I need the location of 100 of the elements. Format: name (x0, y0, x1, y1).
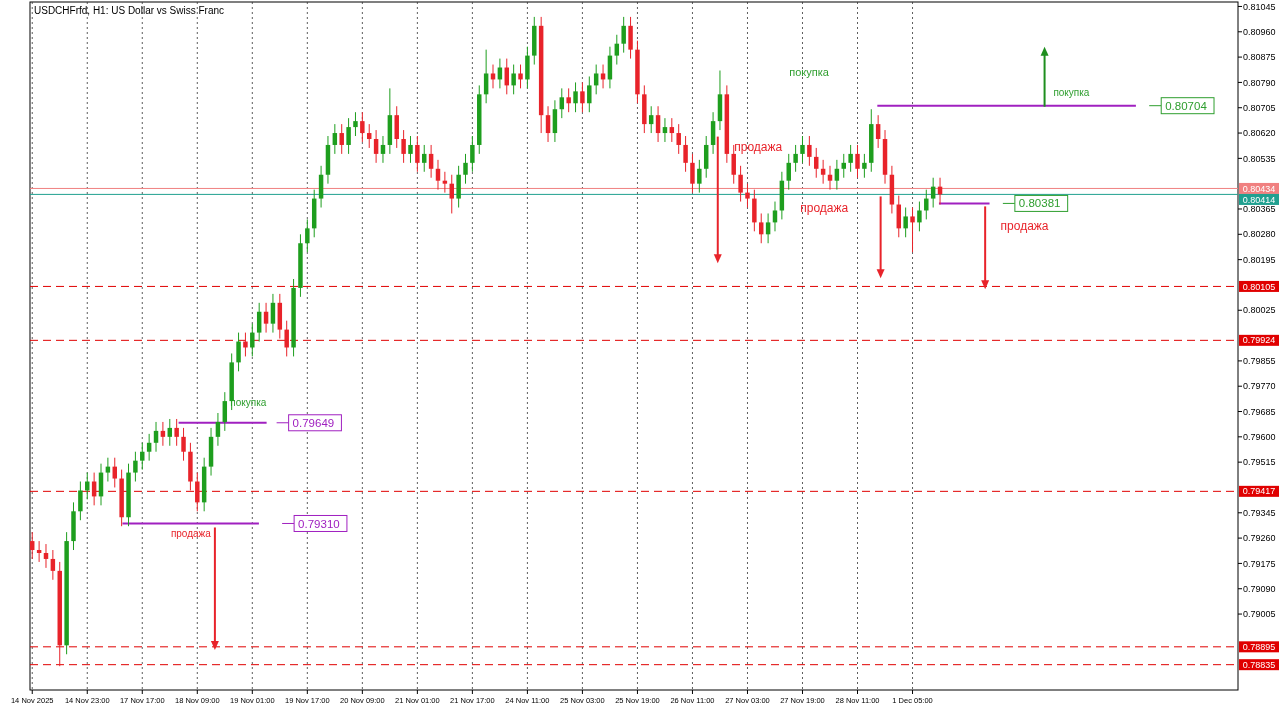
candlestick (250, 323, 255, 357)
annotation: продажа (734, 139, 783, 154)
candlestick (738, 165, 743, 203)
candlestick (759, 212, 764, 244)
chart-title: USDCHFrfd, H1: US Dollar vs Swiss Franc (34, 5, 225, 16)
candlestick (690, 153, 695, 194)
candlestick (848, 144, 853, 173)
y-tick-label: 0.79345 (1243, 507, 1276, 518)
candlestick (924, 189, 929, 220)
candlestick (552, 99, 558, 143)
candlestick (153, 421, 159, 453)
candlestick (614, 34, 620, 66)
candlestick (442, 171, 448, 194)
ref-line-label: 0.78835 (1242, 659, 1276, 670)
candlestick (800, 135, 805, 164)
candlestick (236, 332, 241, 372)
candlestick (628, 16, 633, 60)
candlestick (195, 472, 200, 512)
candlestick (862, 153, 867, 179)
candlestick (284, 320, 289, 357)
candlestick (593, 64, 599, 95)
candlestick (449, 174, 454, 214)
candlestick (36, 540, 42, 563)
y-tick-label: 0.79685 (1243, 406, 1276, 417)
candlestick (752, 189, 757, 232)
candlestick (697, 159, 702, 194)
candlestick (415, 135, 420, 173)
candlestick (772, 201, 778, 232)
candlestick (380, 135, 386, 164)
y-tick-label: 0.80025 (1243, 305, 1276, 316)
candlestick (373, 129, 379, 164)
candlestick (435, 159, 441, 191)
candlestick (655, 105, 661, 143)
y-tick-label: 0.80365 (1243, 204, 1276, 215)
candlestick (518, 64, 523, 89)
candlestick (401, 129, 406, 164)
candlestick (305, 218, 310, 253)
y-tick-label: 0.79515 (1243, 457, 1276, 468)
candlestick (855, 144, 860, 179)
candlestick (353, 111, 358, 137)
ref-line-label: 0.78895 (1242, 641, 1276, 652)
annotation: 0.80704 (1165, 99, 1208, 112)
y-tick-label: 0.79005 (1243, 609, 1276, 620)
candlestick (559, 87, 565, 119)
candlestick (910, 207, 915, 253)
candlestick (422, 144, 427, 173)
candlestick (710, 111, 716, 155)
candlestick (215, 412, 221, 447)
y-tick-label: 0.80280 (1243, 229, 1276, 240)
annotation: продажа (170, 527, 212, 539)
ref-line-label: 0.79417 (1242, 486, 1276, 497)
candlestick (745, 183, 750, 209)
candlestick (731, 144, 736, 185)
candlestick (676, 123, 681, 155)
candlestick (483, 49, 489, 104)
candlestick (222, 391, 228, 432)
candlestick (525, 46, 530, 89)
candlestick (875, 114, 881, 149)
annotation: покупка (1053, 87, 1090, 99)
candlestick (648, 105, 654, 134)
candlestick (181, 427, 186, 462)
candlestick (545, 105, 551, 143)
candlestick (346, 117, 351, 155)
candlestick (917, 201, 922, 232)
y-tick-label: 0.79175 (1243, 558, 1276, 569)
candlestick (428, 144, 434, 179)
candlestick (580, 81, 585, 113)
candlestick (807, 135, 812, 167)
y-tick-label: 0.79090 (1243, 583, 1276, 594)
candlestick (834, 159, 840, 191)
candlestick (703, 135, 709, 179)
y-tick-label: 0.81045 (1243, 1, 1276, 12)
candlestick (566, 87, 571, 113)
ref-line-label: 0.79924 (1242, 335, 1276, 346)
y-tick-label: 0.80705 (1243, 102, 1276, 113)
candlestick (793, 144, 798, 173)
candlestick (140, 442, 145, 471)
candlestick (786, 153, 791, 191)
annotation: 0.80381 (1018, 197, 1061, 210)
y-tick-label: 0.80195 (1243, 254, 1276, 265)
annotation: 0.79649 (292, 416, 335, 429)
candlestick (511, 64, 516, 95)
candlestick (360, 111, 365, 143)
candlestick (814, 147, 819, 179)
ref-line-label: 0.80434 (1242, 183, 1276, 194)
candlestick (263, 302, 269, 334)
candlestick (765, 212, 771, 244)
candlestick (339, 123, 344, 155)
candlestick (394, 105, 399, 149)
candlestick (408, 135, 413, 164)
candlestick (903, 207, 908, 238)
candlestick (112, 457, 117, 488)
candlestick (256, 302, 262, 343)
y-tick-label: 0.79855 (1243, 356, 1276, 367)
candlestick (133, 451, 138, 483)
candlestick (573, 81, 578, 113)
candlestick (456, 165, 461, 209)
y-tick-label: 0.80535 (1243, 153, 1276, 164)
candlestick (683, 135, 688, 173)
annotation: 0.79310 (298, 517, 340, 530)
